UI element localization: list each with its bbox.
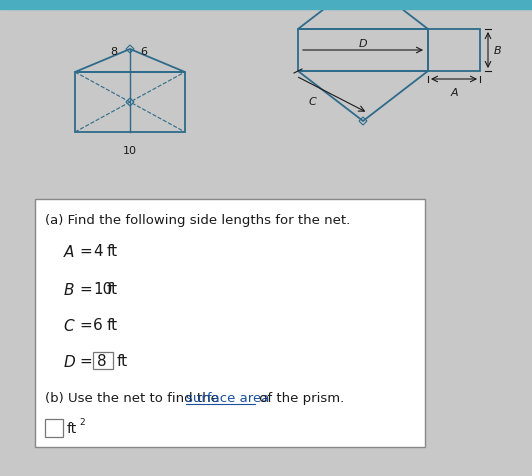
Bar: [93, 352, 113, 369]
Text: ft: ft: [67, 421, 77, 435]
Text: =: =: [79, 317, 92, 332]
Text: ft: ft: [107, 281, 118, 297]
Text: =: =: [79, 353, 92, 368]
Bar: [428, 30, 480, 72]
Text: $\mathit{A}$: $\mathit{A}$: [63, 244, 75, 259]
Text: 10: 10: [123, 146, 137, 156]
Text: 4: 4: [93, 244, 103, 258]
Text: ft: ft: [117, 353, 128, 368]
Text: of the prism.: of the prism.: [255, 391, 345, 404]
Text: =: =: [79, 281, 92, 297]
Text: B: B: [494, 46, 502, 56]
Text: D: D: [359, 39, 367, 49]
Text: 8: 8: [97, 353, 106, 368]
Text: (b) Use the net to find the: (b) Use the net to find the: [45, 391, 223, 404]
Text: ft: ft: [107, 317, 118, 332]
Text: $\mathit{D}$: $\mathit{D}$: [63, 353, 76, 369]
Text: 10: 10: [93, 281, 112, 297]
Text: 6: 6: [140, 47, 147, 57]
Bar: [45, 419, 63, 437]
Text: A: A: [450, 88, 458, 98]
Text: C: C: [308, 97, 316, 107]
Bar: [298, 30, 428, 72]
Text: 2: 2: [79, 417, 85, 426]
Text: =: =: [79, 244, 92, 258]
Text: (a) Find the following side lengths for the net.: (a) Find the following side lengths for …: [45, 214, 350, 227]
Text: surface area: surface area: [186, 391, 270, 404]
Text: 8: 8: [111, 47, 118, 57]
Text: $\mathit{B}$: $\mathit{B}$: [63, 281, 74, 298]
Bar: [35, 199, 425, 447]
Text: $\mathit{C}$: $\mathit{C}$: [63, 317, 76, 333]
Text: ft: ft: [107, 244, 118, 258]
Bar: [0, 0, 532, 10]
Text: 6: 6: [93, 317, 103, 332]
